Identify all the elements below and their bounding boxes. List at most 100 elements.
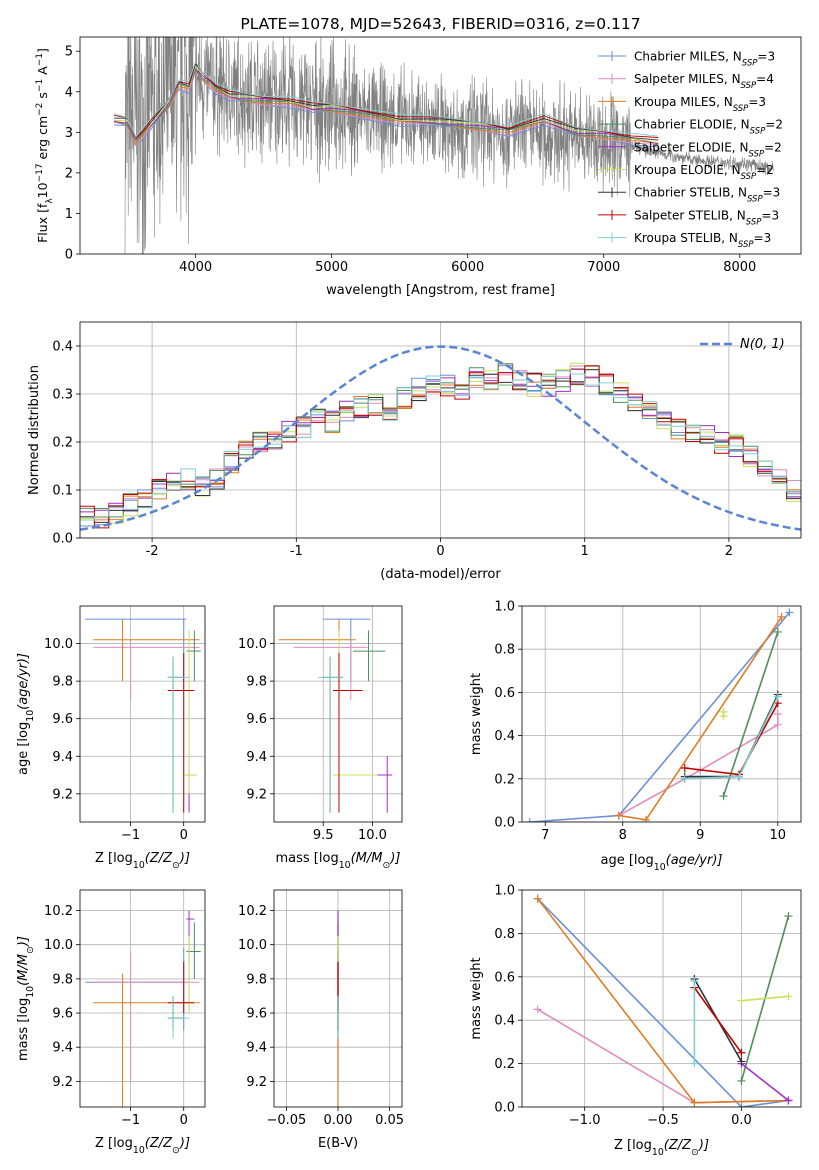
point-chabrier_elodie [186, 922, 201, 979]
point-kroupa_miles [278, 619, 356, 682]
y-tick-label: 10.2 [44, 904, 73, 919]
x-tick-label: −1 [121, 1113, 140, 1128]
y-axis-label: mass weight [469, 673, 484, 755]
y-tick-label: 10.0 [238, 637, 267, 652]
x-tick-label: 6000 [451, 260, 484, 275]
gaussian-curve [80, 345, 801, 531]
weight-marker [690, 977, 699, 986]
y-tick-label: 9.4 [52, 750, 73, 765]
axes-residuals: -2 -1 0 1 2 0.0 0.1 0.2 0.3 0.4 N(0, 1) (data-model… [27, 321, 802, 582]
point-chabrier_miles [85, 618, 187, 682]
point-kroupa_elodie [183, 936, 198, 1014]
x-tick-label: 8 [619, 828, 627, 843]
y-tick-label: 9.8 [52, 972, 73, 987]
legend-entry: Salpeter ELODIE, NSSP=2 [634, 140, 782, 159]
point-salpeter_elodie [333, 756, 393, 813]
weight-marker [737, 1057, 746, 1066]
y-tick-label: 1 [65, 207, 73, 222]
y-tick-label: 9.2 [52, 787, 73, 802]
plot-area-spectrum [113, 37, 774, 254]
y-tick-label: 10.0 [44, 637, 73, 652]
weight-marker [777, 612, 786, 621]
x-tick-label: 7 [541, 828, 549, 843]
weight-marker [533, 894, 542, 903]
axes-age_vs_mass: 9.5 10.0 9.2 9.4 9.6 9.8 10.0 mass [log10(M/M⊙)… [238, 605, 403, 871]
weight-line-salpeter_elodie [740, 1062, 789, 1102]
y-tick-label: 1.0 [494, 600, 515, 615]
weight-line-chabrier_miles [537, 898, 789, 1107]
y-tick-label: 4 [65, 85, 73, 100]
weight-marker [784, 1096, 793, 1105]
y-tick-label: 0.4 [52, 340, 73, 355]
weight-marker [737, 1103, 746, 1107]
point-salpeter_stelib [167, 652, 195, 813]
point-kroupa_stelib [167, 656, 190, 813]
legend-entry: Salpeter MILES, NSSP=4 [634, 72, 774, 91]
point-chabrier_elodie [186, 630, 201, 682]
x-tick-label: 10.0 [358, 828, 387, 843]
y-tick-label: 0.4 [494, 729, 515, 744]
weight-marker [773, 692, 782, 701]
point-kroupa_stelib [167, 995, 190, 1039]
weight-marker [690, 1098, 699, 1107]
y-tick-label: 0.2 [494, 1057, 515, 1072]
x-tick-label: 0.0 [731, 1113, 752, 1128]
plot-area-weight_vs_age [522, 606, 801, 822]
weight-marker [784, 992, 793, 1001]
weight-marker [785, 608, 794, 617]
x-tick-label: -1 [290, 544, 303, 559]
axes-mass_vs_EBV: −0.05 0.00 0.05 9.2 9.4 9.6 9.8 10.0 10.2 E(B-V) [238, 889, 404, 1151]
weight-line-salpeter_miles [618, 714, 779, 817]
legend-entry: Chabrier ELODIE, NSSP=2 [634, 118, 783, 137]
point-salpeter_elodie [186, 910, 195, 1014]
weight-line-chabrier_elodie [722, 631, 779, 797]
x-tick-label: -2 [146, 544, 159, 559]
legend-entry: Salpeter STELIB, NSSP=3 [634, 208, 779, 227]
point-kroupa_elodie [183, 630, 198, 794]
weight-marker [773, 720, 782, 729]
x-tick-label: 8000 [723, 260, 756, 275]
plot-area-mass_vs_Z [80, 890, 205, 1107]
axes-frame [79, 605, 206, 823]
observed-spectrum [124, 37, 774, 254]
weight-marker [719, 707, 728, 716]
point-salpeter_stelib [333, 652, 363, 813]
y-tick-label: 0.0 [494, 816, 515, 831]
y-tick-label: 3 [65, 126, 73, 141]
weight-marker [533, 1005, 542, 1014]
x-tick-label: 5000 [315, 260, 348, 275]
x-axis-label: Z [log10(Z/Z⊙)] [95, 851, 190, 871]
y-tick-label: 0 [65, 248, 73, 263]
axes-weight_vs_age: 7 8 9 10 0.0 0.2 0.4 0.6 0.8 1.0 age [log10(age/yr… [469, 600, 802, 873]
x-tick-label: 0.00 [324, 1113, 353, 1128]
axes-frame [521, 889, 802, 1108]
legend-entry: Kroupa ELODIE, NSSP=2 [634, 163, 774, 182]
chart-title: PLATE=1078, MJD=52643, FIBERID=0316, z=0… [240, 15, 640, 33]
x-tick-label: −0.05 [266, 1113, 306, 1128]
x-axis-label: E(B-V) [318, 1136, 358, 1151]
y-tick-label: 9.8 [246, 972, 267, 987]
weight-line-kroupa_elodie [741, 995, 789, 1002]
y-axis-label: Normed distribution [27, 365, 42, 495]
weight-line-salpeter_stelib [684, 702, 779, 776]
model-line-kroupa_stelib [113, 60, 659, 138]
y-tick-label: 0.0 [494, 1101, 515, 1116]
legend-entry: Kroupa STELIB, NSSP=3 [634, 231, 771, 250]
weight-marker [719, 792, 728, 801]
weight-marker [737, 1076, 746, 1085]
y-tick-label: 9.4 [246, 1041, 267, 1056]
y-tick-label: 9.6 [52, 712, 73, 727]
y-tick-label: 9.8 [246, 675, 267, 690]
weight-marker [525, 818, 534, 822]
plot-area-weight_vs_Z [522, 890, 801, 1107]
weight-line-kroupa_stelib [684, 696, 779, 780]
y-tick-label: 9.4 [52, 1041, 73, 1056]
weight-line-salpeter_stelib [693, 987, 743, 1054]
weight-marker [735, 772, 743, 781]
x-tick-label: 1 [581, 544, 589, 559]
axes-spectrum: 4000 5000 6000 7000 8000 0 1 2 3 4 5 PLATE=1078, MJ… [35, 15, 802, 298]
point-chabrier_elodie [352, 630, 386, 682]
weight-marker [773, 710, 782, 718]
point-kroupa_miles [93, 619, 200, 682]
